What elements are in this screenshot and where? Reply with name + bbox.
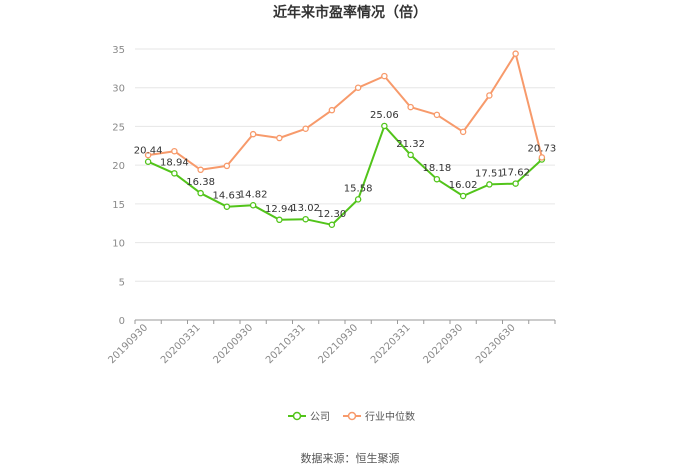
data-point — [407, 103, 414, 111]
y-tick-label: 10 — [112, 239, 125, 250]
data-point — [538, 154, 546, 161]
data-label: 15.58 — [344, 183, 373, 194]
y-tick-label: 25 — [112, 122, 125, 133]
data-label: 14.63 — [213, 191, 242, 202]
y-tick-label: 35 — [112, 45, 125, 56]
data-point — [512, 180, 519, 187]
data-point — [381, 72, 388, 80]
series-line-0 — [147, 125, 543, 226]
data-label: 20.73 — [528, 143, 557, 154]
data-label: 25.06 — [370, 110, 399, 121]
series-group — [144, 50, 546, 229]
x-tick-label: 20190930 — [106, 322, 150, 366]
data-label: 12.94 — [265, 204, 294, 215]
data-label: 17.62 — [501, 168, 530, 179]
data-point — [223, 162, 231, 170]
chart-title: 近年来市盈率情况（倍） — [273, 4, 427, 21]
x-tick-label: 20220930 — [421, 322, 465, 366]
data-point — [144, 158, 152, 165]
data-point — [486, 181, 493, 188]
data-label: 16.38 — [186, 177, 215, 188]
legend[interactable]: 公司 行业中位数 — [288, 410, 415, 423]
data-point — [197, 166, 204, 174]
data-point — [144, 151, 152, 159]
data-point — [276, 216, 283, 224]
data-label: 13.02 — [291, 203, 320, 214]
data-point — [249, 202, 257, 209]
y-tick-label: 20 — [112, 161, 125, 172]
data-label: 12.30 — [318, 209, 347, 220]
x-tick-label: 20210930 — [316, 322, 360, 366]
legend-swatch-marker-0[interactable] — [292, 411, 302, 421]
y-tick-label: 5 — [119, 277, 125, 288]
data-point — [354, 196, 362, 203]
data-point — [381, 122, 388, 130]
y-tick-label: 15 — [112, 200, 125, 211]
data-point — [276, 134, 283, 142]
y-tick-label: 30 — [112, 84, 125, 95]
data-point — [486, 92, 493, 99]
x-tick-label: 20200331 — [159, 322, 203, 366]
data-point — [433, 175, 441, 183]
data-label: 17.51 — [475, 168, 504, 179]
x-tick-label: 20210331 — [264, 322, 308, 366]
data-label: 16.02 — [449, 180, 478, 191]
data-point — [171, 170, 178, 177]
data-point — [459, 192, 467, 200]
data-point — [512, 50, 519, 57]
data-point — [171, 147, 178, 155]
data-point — [407, 151, 414, 159]
legend-swatch-marker-1[interactable] — [347, 411, 357, 421]
data-point — [328, 106, 336, 114]
source-note: 数据来源：恒生聚源 — [301, 451, 400, 465]
data-label: 20.44 — [134, 146, 163, 157]
y-tick-label: 0 — [119, 316, 125, 327]
data-point — [197, 189, 204, 197]
x-axis: 20190930 20200331 20200930 20210331 20210930… — [106, 319, 556, 366]
data-point — [302, 125, 309, 133]
series-line-1 — [147, 52, 543, 171]
legend-label-1[interactable]: 行业中位数 — [365, 410, 415, 423]
data-label: 14.82 — [239, 189, 268, 200]
data-label: 18.94 — [160, 157, 189, 168]
data-label: 21.32 — [396, 139, 425, 150]
x-tick-label: 20200930 — [211, 322, 255, 366]
data-point — [302, 215, 309, 223]
y-axis: 0 5 10 15 20 25 30 35 — [112, 45, 125, 327]
data-point — [223, 203, 231, 210]
data-point — [433, 111, 441, 119]
data-label: 18.18 — [423, 163, 452, 174]
data-point — [459, 128, 467, 136]
x-tick-label: 20220331 — [369, 322, 413, 366]
x-tick-label: 20230630 — [474, 322, 518, 366]
data-point — [249, 130, 257, 138]
grid-lines — [135, 48, 555, 282]
data-point — [328, 221, 336, 229]
legend-label-0[interactable]: 公司 — [310, 412, 330, 423]
data-point — [354, 84, 362, 91]
